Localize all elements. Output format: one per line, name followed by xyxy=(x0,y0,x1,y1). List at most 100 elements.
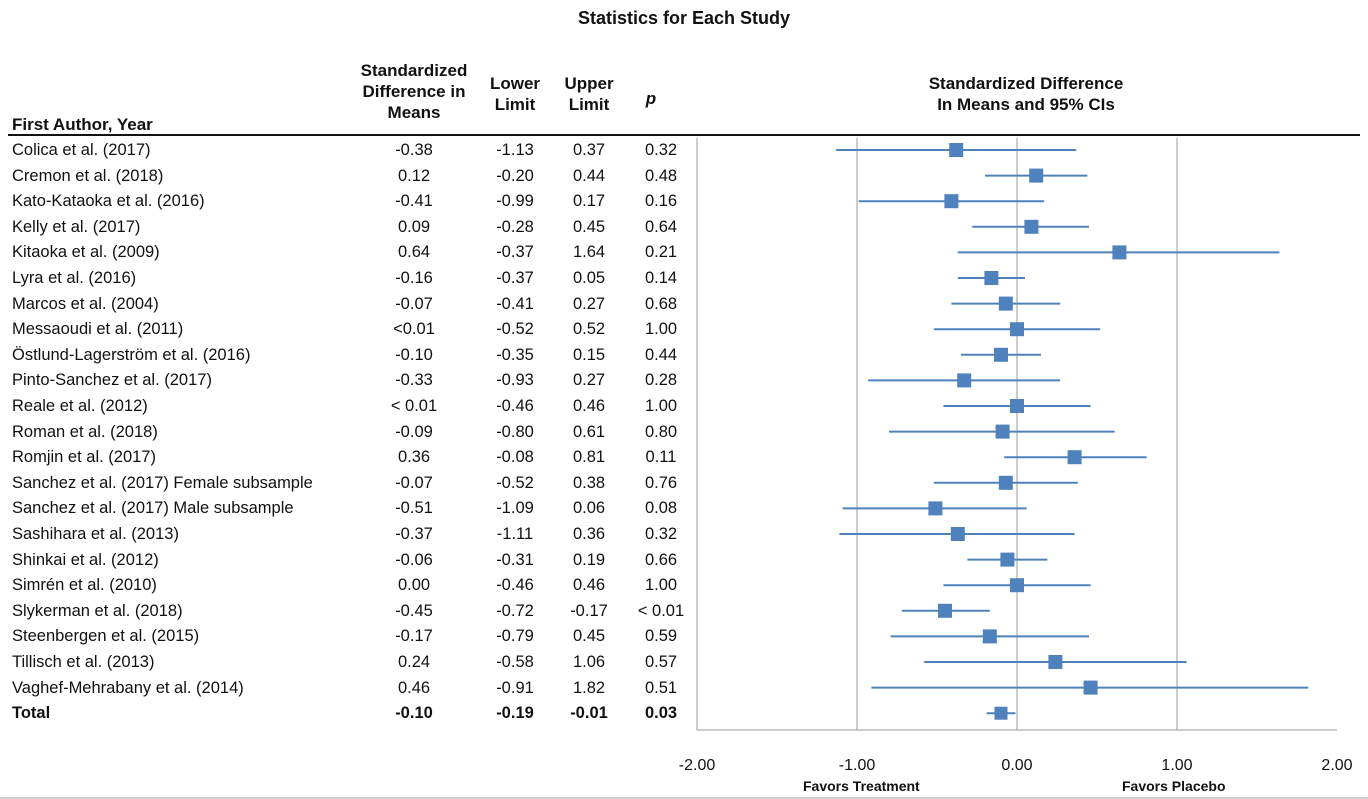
author-cell: Sanchez et al. (2017) Male subsample xyxy=(12,499,294,518)
author-cell: Kitaoka et al. (2009) xyxy=(12,243,160,262)
table-row: Cremon et al. (2018) 0.12 -0.20 0.44 0.48 xyxy=(0,164,690,188)
lower-limit-cell: -0.80 xyxy=(496,422,534,441)
lower-limit-cell: -0.72 xyxy=(496,601,534,620)
table-row: Kitaoka et al. (2009) 0.64 -0.37 1.64 0.21 xyxy=(0,240,690,264)
lower-limit-cell: -0.08 xyxy=(496,448,534,467)
smd-cell: -0.16 xyxy=(395,269,433,287)
upper-limit-cell: 0.46 xyxy=(572,397,606,415)
smd-cell: -0.51 xyxy=(395,499,433,518)
point-marker xyxy=(950,527,965,541)
header-author: First Author, Year xyxy=(12,115,153,134)
table-row: Romjin et al. (2017) 0.36 -0.08 0.81 0.11 xyxy=(0,445,690,469)
x-tick-label: -2.00 xyxy=(679,757,716,774)
lower-limit-cell: -0.93 xyxy=(496,371,534,390)
point-marker xyxy=(982,629,997,644)
author-cell: Marcos et al. (2004) xyxy=(12,294,159,313)
point-marker xyxy=(1010,322,1024,337)
point-marker xyxy=(928,501,943,516)
point-marker xyxy=(949,143,964,157)
p-value-cell: 0.48 xyxy=(644,166,678,185)
p-value-cell: 0.57 xyxy=(644,653,678,671)
table-row: Shinkai et al. (2012) -0.06 -0.31 0.19 0.66 xyxy=(0,548,690,572)
smd-cell: -0.10 xyxy=(395,345,433,364)
upper-limit-cell: 0.38 xyxy=(572,473,606,492)
p-value-cell: 0.59 xyxy=(644,627,678,646)
smd-cell: 0.12 xyxy=(397,166,431,185)
lower-limit-cell: -1.11 xyxy=(496,525,534,543)
upper-limit-cell: 0.44 xyxy=(572,166,606,185)
point-marker xyxy=(957,373,972,388)
point-marker xyxy=(1000,552,1015,567)
header-plot: Standardized Difference In Means and 95%… xyxy=(928,74,1124,114)
p-value-cell: 0.11 xyxy=(645,448,677,467)
author-cell: Lyra et al. (2016) xyxy=(12,269,137,287)
smd-cell: -0.17 xyxy=(395,627,433,646)
x-tick-label: -1.00 xyxy=(839,757,876,774)
table-row: Lyra et al. (2016) -0.16 -0.37 0.05 0.14 xyxy=(0,266,690,290)
upper-limit-cell: 0.81 xyxy=(572,448,606,467)
upper-limit-cell: -0.01 xyxy=(570,704,608,723)
table-row: Östlund-Lagerström et al. (2016) -0.10 -0.… xyxy=(0,343,690,367)
header-lower-limit: Lower Limit xyxy=(489,74,541,114)
author-cell: Tillisch et al. (2013) xyxy=(12,653,155,671)
author-cell: Slykerman et al. (2018) xyxy=(12,601,183,620)
point-marker xyxy=(998,475,1013,490)
p-value-cell: 0.80 xyxy=(644,422,678,441)
p-value-cell: 0.64 xyxy=(644,217,678,236)
smd-cell: -0.37 xyxy=(395,525,433,543)
favors-treatment-label: Favors Treatment xyxy=(803,778,920,794)
page-title: Statistics for Each Study xyxy=(577,8,791,28)
upper-limit-cell: 1.64 xyxy=(572,243,606,262)
header-upper-limit: Upper Limit xyxy=(564,74,614,114)
table-row: Vaghef-Mehrabany et al. (2014) 0.46 -0.91 1… xyxy=(0,676,690,700)
table-row: Reale et al. (2012) < 0.01 -0.46 0.46 1.00 xyxy=(0,394,690,418)
smd-cell: -0.10 xyxy=(395,704,433,723)
smd-cell: -0.33 xyxy=(395,371,433,390)
upper-limit-cell: 0.15 xyxy=(572,345,606,364)
favors-placebo-label: Favors Placebo xyxy=(1122,778,1226,794)
point-marker xyxy=(995,424,1010,439)
smd-cell: 0.09 xyxy=(397,217,431,236)
upper-limit-cell: 0.05 xyxy=(572,269,606,287)
table-row: Slykerman et al. (2018) -0.45 -0.72 -0.17 < … xyxy=(0,599,690,623)
smd-cell: 0.36 xyxy=(397,448,431,467)
table-row: Pinto-Sanchez et al. (2017) -0.33 -0.93 0.2… xyxy=(0,368,690,392)
smd-cell: < 0.01 xyxy=(390,397,438,415)
table-row: Kato-Kataoka et al. (2016) -0.41 -0.99 0.17… xyxy=(0,189,690,213)
table-row: Sanchez et al. (2017) Male subsample -0.5… xyxy=(0,496,690,520)
smd-cell: -0.07 xyxy=(395,294,433,313)
upper-limit-cell: 0.37 xyxy=(572,141,606,159)
p-value-cell: 0.76 xyxy=(644,473,678,492)
lower-limit-cell: -0.58 xyxy=(496,653,534,671)
point-marker xyxy=(1067,450,1082,465)
smd-cell: 0.24 xyxy=(397,653,431,671)
point-marker xyxy=(1010,399,1024,413)
point-marker xyxy=(984,271,999,285)
p-value-cell: 0.51 xyxy=(644,678,678,697)
upper-limit-cell: -0.17 xyxy=(570,601,608,620)
author-cell: Roman et al. (2018) xyxy=(12,422,158,441)
author-cell: Simrén et al. (2010) xyxy=(12,576,157,595)
author-cell: Kelly et al. (2017) xyxy=(12,217,141,236)
upper-limit-cell: 0.61 xyxy=(572,422,606,441)
lower-limit-cell: -0.37 xyxy=(496,243,534,262)
author-cell: Sashihara et al. (2013) xyxy=(12,525,179,543)
author-cell: Colica et al. (2017) xyxy=(12,141,151,159)
author-cell: Pinto-Sanchez et al. (2017) xyxy=(12,371,212,390)
table-row: Colica et al. (2017) -0.38 -1.13 0.37 0.32 xyxy=(0,138,690,162)
point-marker xyxy=(998,296,1013,311)
table-row: Marcos et al. (2004) -0.07 -0.41 0.27 0.68 xyxy=(0,292,690,316)
table-row: Messaoudi et al. (2011) <0.01 -0.52 0.52 1.0… xyxy=(0,317,690,341)
point-marker xyxy=(994,347,1008,362)
table-row: Sanchez et al. (2017) Female subsample -0… xyxy=(0,471,690,495)
p-value-cell: 0.44 xyxy=(644,345,678,364)
smd-cell: 0.00 xyxy=(397,576,431,595)
point-marker xyxy=(1010,578,1024,593)
upper-limit-cell: 1.06 xyxy=(572,653,606,671)
x-tick-label: 2.00 xyxy=(1321,757,1352,774)
lower-limit-cell: -0.99 xyxy=(496,192,534,211)
upper-limit-cell: 0.06 xyxy=(572,499,606,518)
lower-limit-cell: -0.35 xyxy=(496,345,534,364)
upper-limit-cell: 1.82 xyxy=(572,678,606,697)
p-value-cell: 0.08 xyxy=(644,499,678,518)
